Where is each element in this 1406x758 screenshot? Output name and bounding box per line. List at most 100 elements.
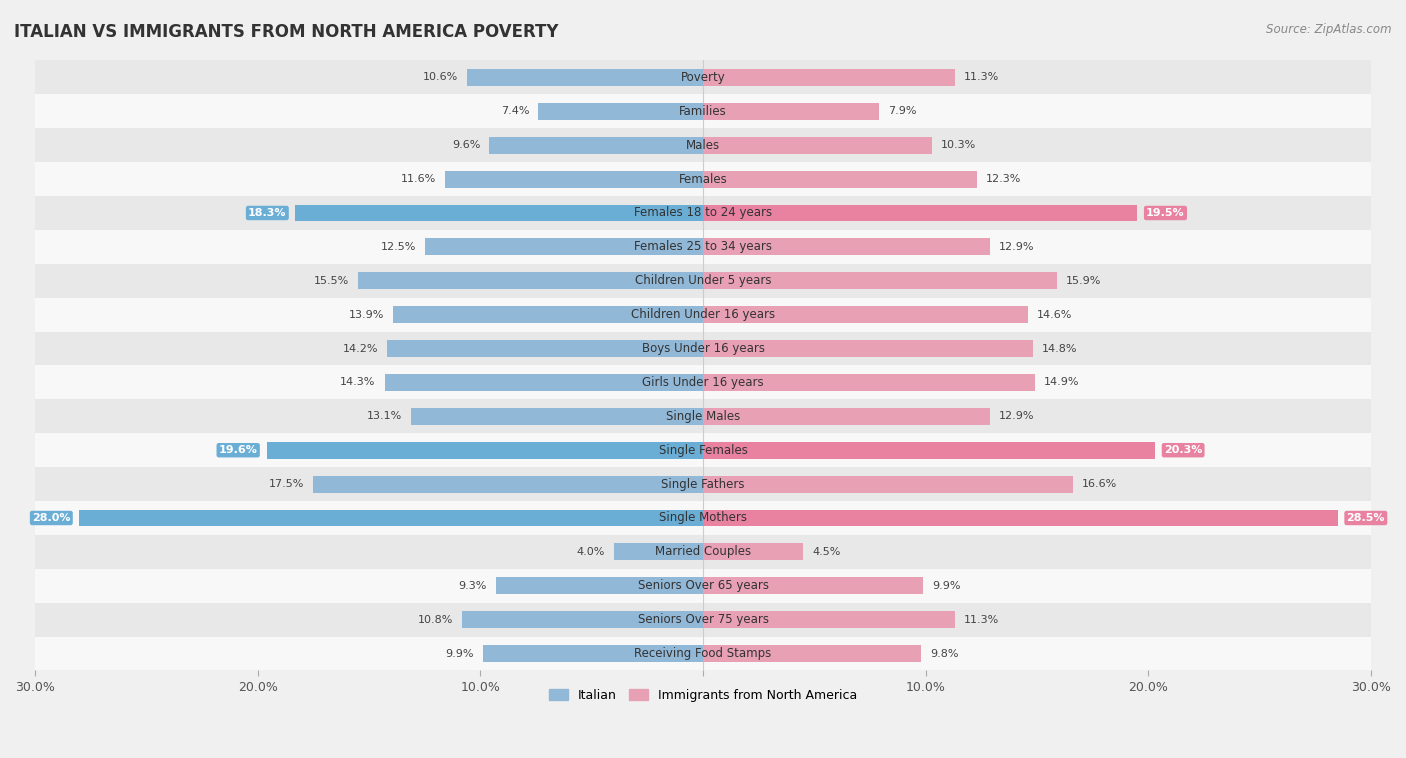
Text: 28.0%: 28.0% [32,513,70,523]
Bar [703,645,921,662]
Bar [295,205,703,221]
Bar [703,408,990,424]
Text: Single Mothers: Single Mothers [659,512,747,525]
Bar [35,298,1371,331]
Text: 12.9%: 12.9% [1000,242,1035,252]
Text: Single Fathers: Single Fathers [661,478,745,490]
Text: 28.5%: 28.5% [1347,513,1385,523]
Bar [35,365,1371,399]
Bar [703,578,924,594]
Bar [35,196,1371,230]
Bar [267,442,703,459]
Text: 14.9%: 14.9% [1043,377,1080,387]
Bar [482,645,703,662]
Bar [703,171,977,187]
Text: 14.6%: 14.6% [1038,310,1073,320]
Bar [35,162,1371,196]
Bar [35,434,1371,467]
Text: Girls Under 16 years: Girls Under 16 years [643,376,763,389]
Text: 10.8%: 10.8% [418,615,454,625]
Bar [387,340,703,357]
Text: 10.6%: 10.6% [423,73,458,83]
Text: Females 25 to 34 years: Females 25 to 34 years [634,240,772,253]
Text: 19.6%: 19.6% [219,445,257,456]
Bar [467,69,703,86]
Legend: Italian, Immigrants from North America: Italian, Immigrants from North America [544,684,862,707]
Text: 4.5%: 4.5% [813,547,841,557]
Bar [703,239,990,255]
Text: 15.5%: 15.5% [314,276,349,286]
Text: ITALIAN VS IMMIGRANTS FROM NORTH AMERICA POVERTY: ITALIAN VS IMMIGRANTS FROM NORTH AMERICA… [14,23,558,41]
Text: 12.5%: 12.5% [381,242,416,252]
Text: 10.3%: 10.3% [941,140,977,150]
Bar [703,509,1337,527]
Bar [35,467,1371,501]
Text: 9.6%: 9.6% [451,140,481,150]
Bar [359,272,703,290]
Text: Females: Females [679,173,727,186]
Text: 14.2%: 14.2% [343,343,378,353]
Text: 7.4%: 7.4% [501,106,529,116]
Text: 11.3%: 11.3% [963,73,998,83]
Bar [444,171,703,187]
Text: Source: ZipAtlas.com: Source: ZipAtlas.com [1267,23,1392,36]
Bar [463,611,703,628]
Bar [35,264,1371,298]
Bar [35,535,1371,568]
Text: 13.1%: 13.1% [367,412,402,421]
Bar [35,568,1371,603]
Text: 9.8%: 9.8% [931,649,959,659]
Text: 14.3%: 14.3% [340,377,375,387]
Text: Single Males: Single Males [666,410,740,423]
Text: 16.6%: 16.6% [1081,479,1116,489]
Bar [35,603,1371,637]
Bar [703,442,1156,459]
Text: 4.0%: 4.0% [576,547,605,557]
Bar [703,306,1028,323]
Text: 15.9%: 15.9% [1066,276,1101,286]
Bar [496,578,703,594]
Text: 7.9%: 7.9% [887,106,917,116]
Bar [385,374,703,391]
Bar [538,103,703,120]
Bar [703,340,1032,357]
Text: 14.8%: 14.8% [1042,343,1077,353]
Bar [394,306,703,323]
Text: Males: Males [686,139,720,152]
Bar [703,205,1137,221]
Text: Families: Families [679,105,727,117]
Bar [35,331,1371,365]
Text: 20.3%: 20.3% [1164,445,1202,456]
Text: Children Under 5 years: Children Under 5 years [634,274,772,287]
Bar [703,475,1073,493]
Bar [614,543,703,560]
Bar [703,136,932,154]
Bar [703,374,1035,391]
Bar [703,103,879,120]
Text: Seniors Over 65 years: Seniors Over 65 years [637,579,769,592]
Text: 18.3%: 18.3% [247,208,287,218]
Bar [412,408,703,424]
Bar [35,61,1371,94]
Text: Seniors Over 75 years: Seniors Over 75 years [637,613,769,626]
Bar [35,128,1371,162]
Text: Females 18 to 24 years: Females 18 to 24 years [634,206,772,220]
Bar [35,637,1371,671]
Text: 11.6%: 11.6% [401,174,436,184]
Text: 9.9%: 9.9% [932,581,960,590]
Text: 12.3%: 12.3% [986,174,1021,184]
Text: 12.9%: 12.9% [1000,412,1035,421]
Text: Receiving Food Stamps: Receiving Food Stamps [634,647,772,660]
Text: Children Under 16 years: Children Under 16 years [631,309,775,321]
Bar [703,611,955,628]
Bar [80,509,703,527]
Text: 13.9%: 13.9% [349,310,385,320]
Bar [489,136,703,154]
Text: 9.9%: 9.9% [446,649,474,659]
Bar [703,69,955,86]
Bar [425,239,703,255]
Bar [35,230,1371,264]
Bar [35,399,1371,434]
Text: Poverty: Poverty [681,71,725,84]
Text: 11.3%: 11.3% [963,615,998,625]
